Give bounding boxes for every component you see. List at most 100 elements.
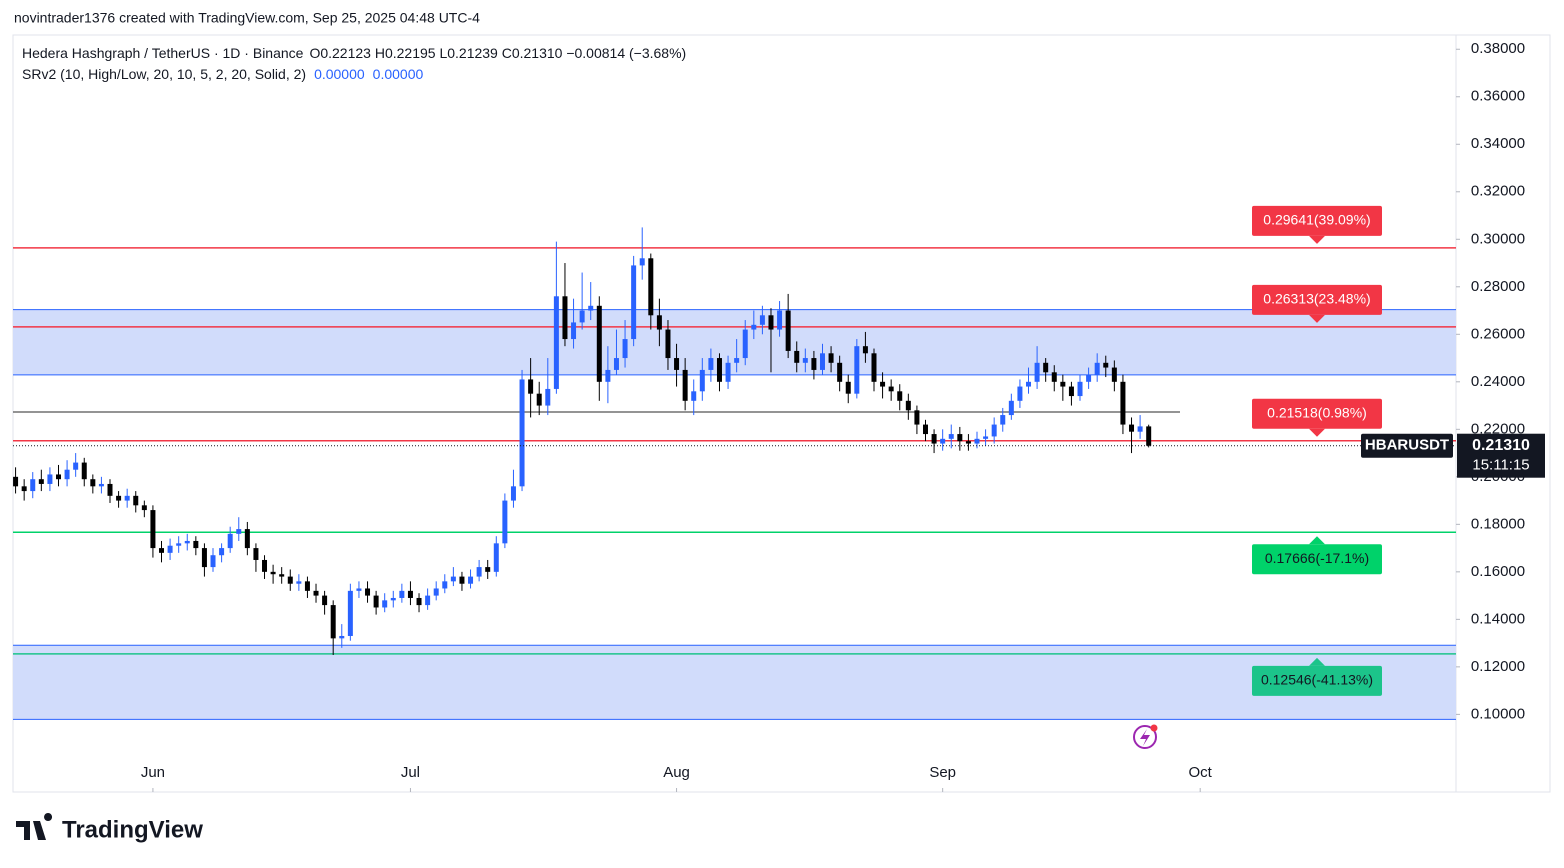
- candle-body: [116, 495, 122, 501]
- candle-body: [1034, 362, 1040, 382]
- candle-body: [485, 567, 491, 572]
- candle-body: [957, 434, 963, 442]
- candle-body: [425, 595, 431, 606]
- ohlc: O0.22123 H0.22195 L0.21239 C0.21310 −0.0…: [309, 45, 686, 61]
- candle-body: [365, 588, 371, 596]
- candle-body: [1051, 372, 1057, 382]
- y-tick-label: 0.36000: [1471, 88, 1525, 105]
- candle-body: [665, 329, 671, 359]
- brand: TradingView: [62, 816, 203, 843]
- candle-body: [991, 424, 997, 437]
- candle-body: [442, 581, 448, 589]
- candle-body: [656, 315, 662, 330]
- candle-body: [184, 540, 190, 544]
- y-tick-label: 0.24000: [1471, 373, 1525, 390]
- candle-body: [1043, 362, 1049, 373]
- candle-body: [888, 386, 894, 392]
- candle-body: [819, 353, 825, 370]
- candle-body: [270, 571, 276, 575]
- candle-body: [605, 369, 611, 382]
- price-badge: [1457, 433, 1545, 478]
- level-label: 0.26313(23.48%): [1263, 291, 1370, 307]
- level-label-box: [1252, 665, 1382, 696]
- candle-body: [648, 258, 654, 316]
- candle-body: [777, 310, 783, 330]
- y-tick-label: 0.12000: [1471, 658, 1525, 675]
- level-pointer: [1309, 536, 1325, 545]
- symbol-label: HBARUSDT: [1365, 437, 1449, 454]
- indicator-value: 0.00000: [314, 66, 365, 82]
- zone: [13, 309, 1456, 375]
- brand-logo: [16, 813, 53, 840]
- candle-body: [279, 574, 285, 577]
- candle-body: [201, 548, 207, 568]
- plot: 0.38000 0.36000 0.34000 0.32000 0.30000 0.280…: [13, 40, 1545, 792]
- candle-body: [399, 590, 405, 598]
- candle-body: [854, 346, 860, 394]
- candle-body: [528, 379, 534, 394]
- x-tick-label: Aug: [663, 764, 690, 781]
- candle-body: [983, 436, 989, 439]
- level-label-box: [1252, 205, 1382, 236]
- attribution: novintrader1376 created with TradingView…: [14, 10, 480, 26]
- candle-body: [150, 510, 156, 549]
- candle-body: [124, 495, 130, 501]
- candle-body: [433, 588, 439, 596]
- candle-body: [13, 476, 19, 487]
- candle-body: [1094, 362, 1100, 375]
- candle-body: [227, 533, 233, 549]
- candle-body: [940, 438, 946, 444]
- y-tick-label: 0.34000: [1471, 135, 1525, 152]
- candle-body: [1146, 426, 1152, 446]
- candle-body: [416, 597, 422, 606]
- candle-body: [751, 324, 757, 330]
- plot-layer: 0.38000 0.36000 0.34000 0.32000 0.30000 0.280…: [13, 40, 1545, 792]
- symbol: Hedera Hashgraph / TetherUS · 1D · Binan…: [22, 45, 304, 61]
- candle-body: [1077, 381, 1083, 397]
- candle-body: [613, 358, 619, 370]
- candle-body: [1103, 362, 1109, 368]
- y-tick-label: 0.16000: [1471, 563, 1525, 580]
- candle-body: [716, 358, 722, 382]
- candle-body: [450, 576, 456, 582]
- candle-body: [837, 362, 843, 382]
- price-label: 0.21310: [1472, 437, 1530, 454]
- candle-body: [948, 434, 954, 439]
- candle-body: [1129, 424, 1135, 432]
- candle-body: [262, 559, 268, 572]
- candle-body: [287, 576, 293, 584]
- x-tick-label: Jul: [401, 764, 420, 781]
- candle-body: [880, 381, 886, 387]
- candle-body: [742, 329, 748, 359]
- candle-body: [905, 400, 911, 411]
- level-label-box: [1252, 544, 1382, 575]
- candle-body: [519, 379, 525, 487]
- candle-body: [47, 474, 53, 484]
- candle-body: [1026, 381, 1032, 387]
- candle-body: [219, 548, 225, 556]
- level-pointer: [1309, 314, 1325, 323]
- candle-body: [98, 483, 104, 487]
- candle-body: [356, 588, 362, 591]
- candle-body: [502, 500, 508, 544]
- candle-body: [871, 353, 877, 382]
- candle-body: [734, 358, 740, 363]
- candle-body: [536, 393, 542, 406]
- candle-body: [339, 635, 345, 639]
- candle-body: [845, 381, 851, 394]
- candle-body: [90, 479, 96, 487]
- candle-body: [725, 362, 731, 382]
- y-tick-label: 0.28000: [1471, 278, 1525, 295]
- candle-body: [562, 296, 568, 340]
- y-tick-label: 0.14000: [1471, 610, 1525, 627]
- candle-body: [639, 258, 645, 266]
- candle-body: [407, 590, 413, 598]
- candle-body: [193, 540, 199, 549]
- y-tick-label: 0.26000: [1471, 325, 1525, 342]
- candle-body: [330, 605, 336, 639]
- level-pointer: [1309, 235, 1325, 244]
- candle-body: [176, 543, 182, 546]
- symbol-badge: [1361, 433, 1453, 458]
- candle-body: [588, 305, 594, 311]
